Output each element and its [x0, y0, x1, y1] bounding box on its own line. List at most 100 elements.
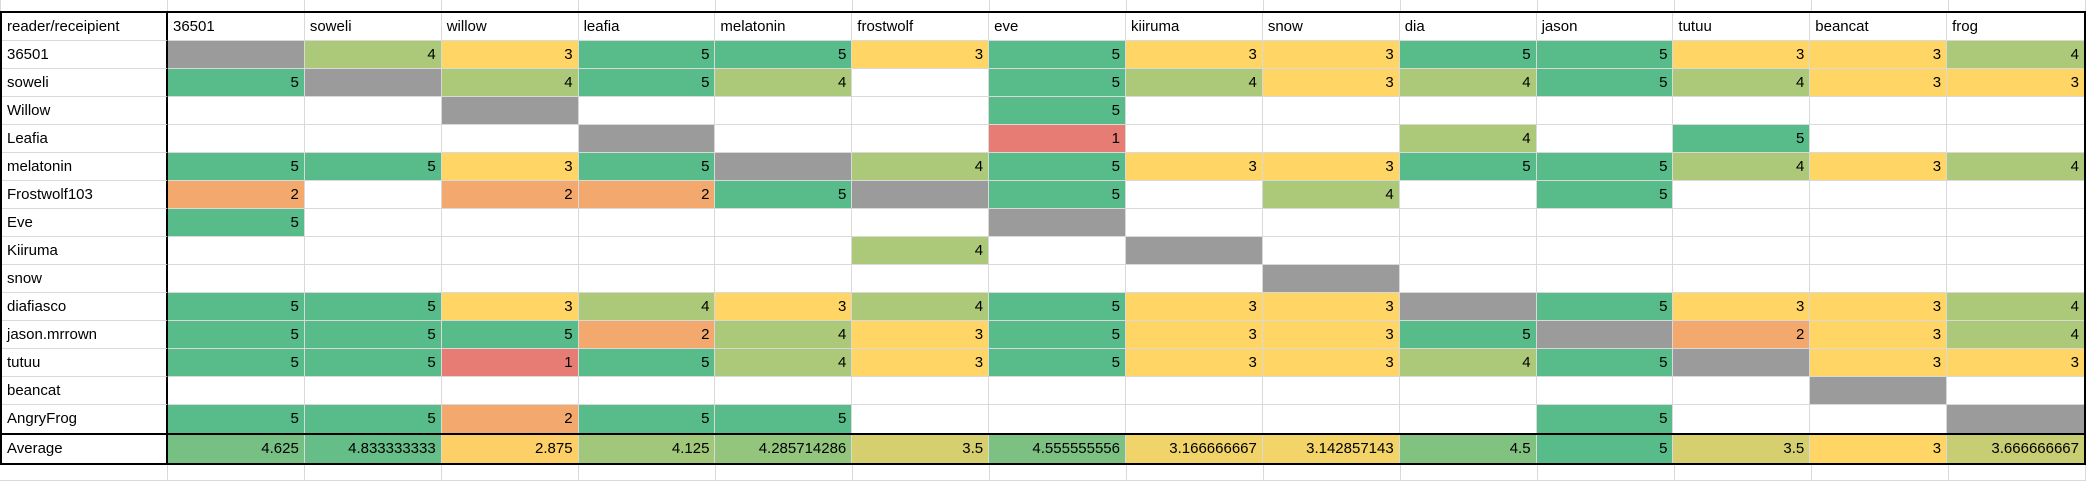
grid-cell[interactable]: [168, 97, 305, 125]
diagonal-cell[interactable]: [1399, 293, 1537, 321]
grid-cell[interactable]: [1673, 405, 1811, 433]
grid-cell[interactable]: [1399, 265, 1537, 293]
column-header-eve[interactable]: eve: [989, 13, 1126, 41]
grid-cell[interactable]: 4: [1126, 69, 1263, 97]
grid-cell[interactable]: [1126, 125, 1263, 153]
grid-cell[interactable]: [1673, 237, 1811, 265]
grid-cell[interactable]: [989, 237, 1126, 265]
average-cell[interactable]: 4.625: [168, 435, 305, 463]
grid-cell[interactable]: [852, 405, 990, 433]
grid-cell[interactable]: 4: [852, 293, 990, 321]
grid-cell[interactable]: [1810, 265, 1948, 293]
column-header-36501[interactable]: 36501: [168, 13, 305, 41]
grid-cell[interactable]: [1947, 97, 2084, 125]
grid-cell[interactable]: 4: [1399, 349, 1537, 377]
grid-cell[interactable]: [1126, 405, 1263, 433]
row-header[interactable]: Eve: [2, 209, 168, 237]
diagonal-cell[interactable]: [1536, 321, 1674, 349]
grid-cell[interactable]: 3: [441, 293, 579, 321]
grid-cell[interactable]: 4: [1947, 321, 2084, 349]
grid-cell[interactable]: [852, 209, 990, 237]
grid-cell[interactable]: 5: [578, 405, 716, 433]
grid-cell[interactable]: 3: [1947, 349, 2084, 377]
grid-cell[interactable]: 2: [578, 321, 716, 349]
grid-cell[interactable]: 5: [304, 153, 442, 181]
grid-cell[interactable]: 4: [441, 69, 579, 97]
grid-cell[interactable]: [1126, 209, 1263, 237]
grid-cell[interactable]: [1810, 237, 1948, 265]
average-cell[interactable]: 3.5: [852, 435, 990, 463]
grid-cell[interactable]: 3: [1810, 321, 1948, 349]
grid-cell[interactable]: [1126, 97, 1263, 125]
grid-cell[interactable]: 3: [441, 153, 579, 181]
grid-cell[interactable]: 3: [1126, 41, 1263, 69]
grid-cell[interactable]: 3: [1673, 41, 1811, 69]
grid-cell[interactable]: [1673, 97, 1811, 125]
grid-cell[interactable]: [1399, 97, 1537, 125]
grid-cell[interactable]: 5: [578, 349, 716, 377]
grid-cell[interactable]: 5: [1536, 405, 1674, 433]
grid-cell[interactable]: [1126, 265, 1263, 293]
column-header-kiiruma[interactable]: kiiruma: [1126, 13, 1263, 41]
grid-cell[interactable]: 5: [989, 97, 1126, 125]
grid-cell[interactable]: [852, 97, 990, 125]
grid-cell[interactable]: [1536, 97, 1674, 125]
grid-cell[interactable]: 5: [168, 349, 305, 377]
average-cell[interactable]: 4.285714286: [715, 435, 853, 463]
grid-cell[interactable]: 3: [1126, 153, 1263, 181]
grid-cell[interactable]: 3: [1262, 293, 1400, 321]
diagonal-cell[interactable]: [852, 181, 990, 209]
grid-cell[interactable]: [715, 97, 853, 125]
average-cell[interactable]: 4.125: [578, 435, 716, 463]
diagonal-cell[interactable]: [989, 209, 1126, 237]
grid-cell[interactable]: 3: [1810, 41, 1948, 69]
grid-cell[interactable]: 5: [578, 41, 716, 69]
grid-cell[interactable]: 5: [304, 293, 442, 321]
grid-cell[interactable]: 3: [852, 349, 990, 377]
grid-cell[interactable]: 4: [852, 237, 990, 265]
diagonal-cell[interactable]: [1673, 349, 1811, 377]
grid-cell[interactable]: 5: [168, 209, 305, 237]
row-header[interactable]: beancat: [2, 377, 168, 405]
grid-cell[interactable]: [168, 265, 305, 293]
row-header[interactable]: diafiasco: [2, 293, 168, 321]
grid-cell[interactable]: [1810, 209, 1948, 237]
row-header[interactable]: 36501: [2, 41, 168, 69]
column-header-willow[interactable]: willow: [441, 13, 579, 41]
grid-cell[interactable]: 5: [168, 69, 305, 97]
grid-cell[interactable]: [1399, 237, 1537, 265]
grid-cell[interactable]: 3: [1673, 293, 1811, 321]
grid-cell[interactable]: 3: [1262, 69, 1400, 97]
grid-cell[interactable]: 5: [304, 349, 442, 377]
grid-cell[interactable]: [1262, 97, 1400, 125]
grid-cell[interactable]: 5: [1399, 41, 1537, 69]
grid-cell[interactable]: 3: [441, 41, 579, 69]
grid-cell[interactable]: 4: [1262, 181, 1400, 209]
grid-cell[interactable]: [1399, 377, 1537, 405]
grid-cell[interactable]: [168, 125, 305, 153]
grid-cell[interactable]: 5: [715, 405, 853, 433]
grid-cell[interactable]: 4: [1947, 293, 2084, 321]
row-header[interactable]: Willow: [2, 97, 168, 125]
column-header-jason[interactable]: jason: [1536, 13, 1674, 41]
grid-cell[interactable]: [578, 237, 716, 265]
grid-cell[interactable]: 3: [1810, 293, 1948, 321]
grid-cell[interactable]: 5: [989, 153, 1126, 181]
diagonal-cell[interactable]: [1262, 265, 1400, 293]
grid-cell[interactable]: [441, 209, 579, 237]
grid-cell[interactable]: 2: [1673, 321, 1811, 349]
diagonal-cell[interactable]: [578, 125, 716, 153]
grid-cell[interactable]: [715, 377, 853, 405]
grid-cell[interactable]: 5: [1536, 181, 1674, 209]
row-header[interactable]: Frostwolf103: [2, 181, 168, 209]
grid-cell[interactable]: 2: [578, 181, 716, 209]
grid-cell[interactable]: [578, 265, 716, 293]
grid-cell[interactable]: 5: [304, 405, 442, 433]
grid-cell[interactable]: [1810, 181, 1948, 209]
grid-cell[interactable]: [989, 265, 1126, 293]
grid-cell[interactable]: [304, 265, 442, 293]
grid-cell[interactable]: 4: [715, 321, 853, 349]
grid-cell[interactable]: 5: [989, 181, 1126, 209]
row-header[interactable]: jason.mrrown: [2, 321, 168, 349]
grid-cell[interactable]: [304, 209, 442, 237]
